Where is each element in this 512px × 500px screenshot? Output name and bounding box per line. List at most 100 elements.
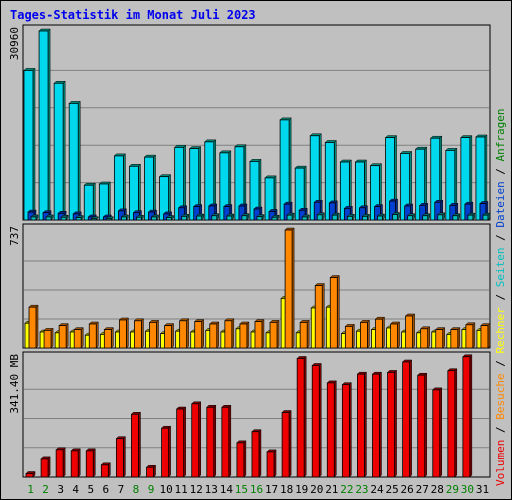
bar-rechner: [43, 327, 54, 349]
bar-seiten: [376, 213, 386, 221]
bar-rechner: [389, 321, 401, 349]
y-axis-max-labels: 30960 737 341.40 MB: [8, 27, 21, 414]
bar-rechner: [254, 318, 265, 349]
x-tick-label: 11: [175, 483, 188, 496]
bar-seiten: [467, 212, 476, 221]
y-max-label-middle: 737: [8, 226, 21, 246]
x-tick-label: 25: [385, 483, 398, 496]
bar-rechner: [465, 322, 476, 349]
bar-anfragen: [83, 182, 96, 221]
bar-volumen: [176, 406, 187, 478]
bar-volumen: [100, 462, 111, 478]
bar-volumen: [236, 440, 247, 478]
legend-separator: /: [494, 161, 507, 181]
x-tick-label: 21: [325, 483, 338, 496]
x-tick-label: 10: [159, 483, 172, 496]
bar-rechner: [133, 318, 145, 349]
x-tick-label: 30: [461, 483, 474, 496]
bar-seiten: [346, 213, 355, 221]
bar-rechner: [480, 322, 491, 349]
x-axis-day-labels: 1 2 3 4 5 6 7 8 9 10 11 12 13 14 15 16 17 18 19 20 21 22 23 24 2…: [27, 483, 489, 496]
legend-item: Dateien: [494, 181, 507, 227]
legend-item: Rechner: [494, 307, 507, 354]
x-tick-label: 9: [148, 483, 155, 496]
x-tick-label: 20: [310, 483, 323, 496]
x-tick-label: 17: [265, 483, 278, 496]
x-tick-label: 3: [57, 483, 64, 496]
bar-seiten: [105, 216, 114, 221]
bar-volumen: [115, 436, 126, 478]
chart-panels: [22, 24, 491, 478]
bar-seiten: [30, 214, 39, 221]
bar-volumen: [266, 449, 277, 478]
y-max-label-top: 30960: [8, 27, 21, 60]
bar-volumen: [130, 411, 142, 478]
bar-seiten: [241, 213, 250, 221]
bar-seiten: [482, 212, 491, 221]
legend-item: Volumen: [494, 440, 507, 486]
x-tick-label: 13: [205, 483, 218, 496]
bar-seiten: [120, 214, 129, 221]
bar-volumen: [281, 409, 292, 478]
bar-volumen: [85, 448, 96, 478]
bar-seiten: [165, 214, 175, 221]
bar-volumen: [160, 425, 172, 478]
bar-seiten: [150, 214, 160, 221]
bar-seiten: [196, 213, 205, 221]
bar-seiten: [437, 212, 446, 221]
bar-volumen: [447, 368, 458, 478]
bar-rechner: [179, 318, 190, 349]
bar-rechner: [344, 323, 355, 349]
bar-volumen: [145, 464, 157, 478]
x-tick-label: 4: [72, 483, 79, 496]
bar-rechner: [450, 326, 461, 349]
bar-rechner: [28, 304, 39, 349]
bar-rechner: [284, 227, 295, 349]
x-tick-label: 6: [103, 483, 110, 496]
bar-rechner: [420, 326, 431, 349]
bar-rechner: [103, 326, 114, 349]
bar-rechner: [209, 321, 220, 349]
bar-volumen: [55, 447, 66, 478]
bar-rechner: [58, 322, 69, 349]
bar-anfragen: [400, 150, 413, 221]
bar-seiten: [331, 212, 340, 221]
legend-separator: /: [494, 354, 507, 374]
x-tick-label: 23: [355, 483, 368, 496]
bar-volumen: [221, 404, 232, 478]
bar-rechner: [118, 317, 129, 349]
x-tick-label: 29: [446, 483, 459, 496]
x-tick-label: 8: [133, 483, 140, 496]
bar-volumen: [386, 369, 398, 478]
bar-anfragen: [38, 28, 51, 221]
bar-anfragen: [98, 181, 111, 221]
bar-seiten: [211, 213, 220, 221]
bar-volumen: [311, 362, 322, 478]
bar-rechner: [194, 318, 205, 349]
bar-volumen: [371, 371, 383, 478]
bar-volumen: [40, 456, 51, 478]
legend-separator: /: [494, 287, 507, 307]
bar-seiten: [316, 212, 325, 221]
bar-anfragen: [158, 174, 172, 221]
bar-volumen: [462, 354, 473, 478]
x-tick-label: 1: [27, 483, 34, 496]
bar-seiten: [407, 213, 416, 221]
bar-rechner: [405, 313, 416, 349]
bar-volumen: [206, 404, 217, 478]
bar-rechner: [374, 316, 386, 349]
bar-rechner: [224, 318, 235, 349]
bar-anfragen: [23, 67, 36, 221]
legend-item: Besuche: [494, 373, 507, 419]
bar-rechner: [329, 274, 340, 349]
x-tick-label: 2: [42, 483, 49, 496]
y-max-label-bottom: 341.40 MB: [8, 354, 21, 414]
bar-seiten: [90, 216, 99, 221]
bar-volumen: [70, 448, 81, 478]
bar-seiten: [422, 213, 431, 221]
bar-rechner: [314, 282, 325, 349]
x-tick-label: 26: [401, 483, 414, 496]
bar-volumen: [296, 355, 307, 478]
bar-seiten: [45, 214, 54, 221]
